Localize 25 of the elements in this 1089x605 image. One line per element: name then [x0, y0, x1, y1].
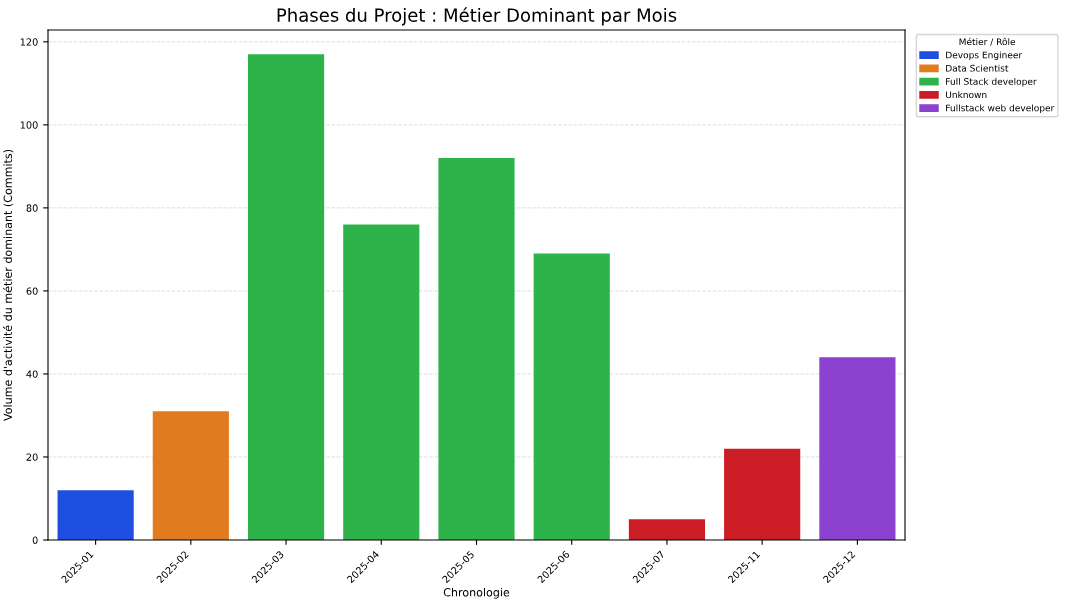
legend-label: Full Stack developer: [946, 77, 1037, 87]
y-tick-label: 20: [26, 453, 38, 461]
y-tick-label: 40: [26, 370, 38, 378]
legend-title: Métier / Rôle: [959, 37, 1016, 46]
y-tick-label: 100: [20, 121, 38, 129]
bar: [724, 448, 801, 540]
legend-label: Data Scientist: [946, 64, 1009, 72]
legend-label: Devops Engineer: [946, 51, 1023, 61]
y-axis-title: Volume d'activité du métier dominant (Commits): [2, 149, 14, 421]
x-axis-title: Chronologie: [443, 587, 510, 599]
bar: [152, 411, 229, 540]
legend-label: Fullstack web developer: [946, 104, 1055, 114]
bar: [438, 158, 515, 540]
y-tick-label: 120: [20, 38, 38, 46]
bar: [819, 357, 896, 540]
y-tick-label: 0: [32, 536, 38, 544]
legend-label: Unknown: [946, 91, 987, 99]
bar: [628, 519, 706, 540]
bar: [533, 253, 610, 540]
chart-title: Phases du Projet : Métier Dominant par Mois: [277, 7, 677, 26]
bar: [343, 224, 420, 540]
bar: [57, 490, 134, 540]
bar: [247, 54, 325, 540]
y-tick-label: 80: [26, 204, 38, 212]
y-tick-label: 60: [26, 287, 38, 295]
